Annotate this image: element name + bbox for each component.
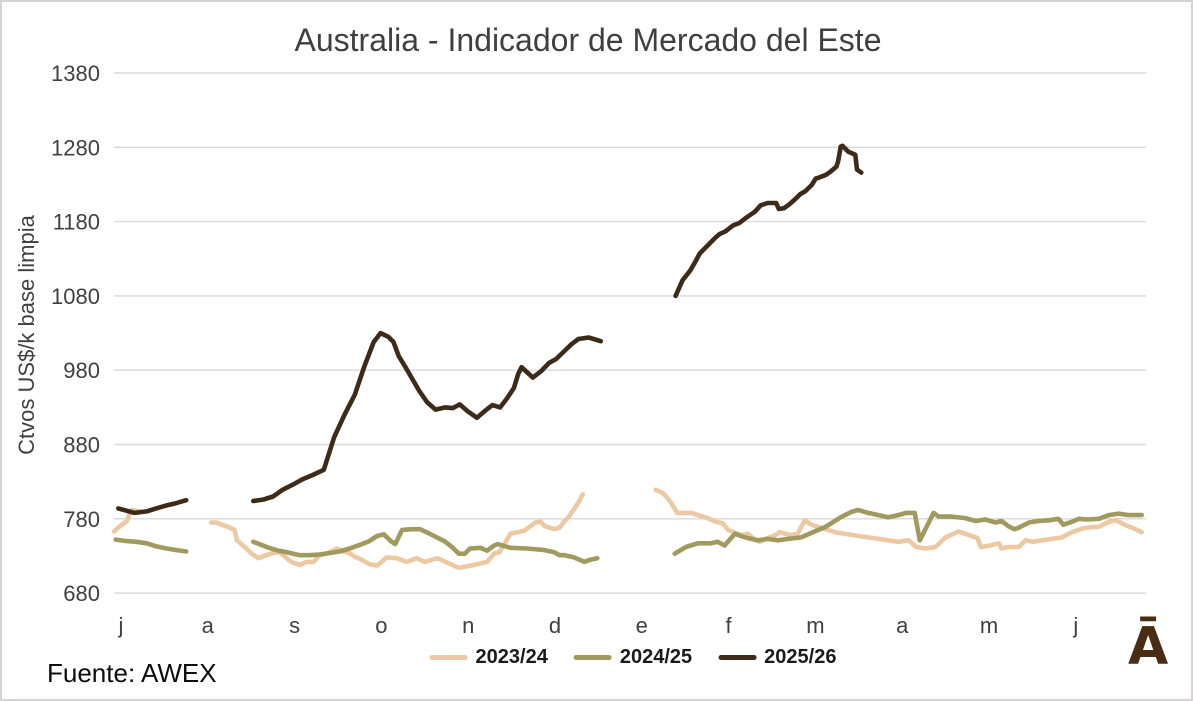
- x-tick-label-7-f: f: [726, 613, 733, 638]
- legend-swatch-2025-26-icon: [718, 655, 757, 660]
- y-tick-label-980: 980: [63, 358, 100, 383]
- legend-label-2024-25: 2024/25: [619, 646, 693, 668]
- x-tick-label-1-a: a: [202, 613, 215, 638]
- x-tick-label-6-e: e: [636, 613, 648, 638]
- y-tick-label-1380: 1380: [51, 61, 100, 86]
- brand-logo-a-macron-icon: Ā: [1128, 617, 1169, 677]
- source-note: Fuente: AWEX: [47, 658, 217, 688]
- x-tick-label-3-o: o: [375, 613, 387, 638]
- x-tick-label-5-d: d: [549, 613, 561, 638]
- x-tick-label-11-j: j: [1072, 613, 1078, 638]
- y-tick-label-780: 780: [63, 507, 100, 532]
- x-tick-label-8-m: m: [806, 613, 824, 638]
- series-line-2025-26-seg2: [673, 143, 864, 299]
- legend: 2023/24 2024/25 2025/26: [429, 646, 836, 669]
- series-line-2025-26-seg0: [116, 497, 189, 516]
- legend-swatch-2024-25-icon: [573, 655, 612, 660]
- legend-label-2023-24: 2023/24: [475, 646, 548, 668]
- legend-swatch-2023-24-icon: [429, 655, 468, 660]
- y-tick-label-880: 880: [63, 433, 100, 458]
- x-tick-label-2-s: s: [289, 613, 300, 638]
- y-tick-label-1080: 1080: [51, 284, 100, 309]
- y-axis-title: Ctvos US$/k base limpia: [14, 215, 39, 455]
- series-line-2024-25-seg0: [113, 537, 189, 554]
- chart-title: Australia - Indicador de Mercado del Est…: [294, 22, 882, 58]
- x-tick-label-4-n: n: [462, 613, 474, 638]
- legend-item-2024-25: 2024/25: [573, 646, 693, 669]
- x-tick-label-9-a: a: [896, 613, 909, 638]
- y-tick-label-1180: 1180: [53, 210, 100, 235]
- legend-label-2025-26: 2025/26: [764, 646, 837, 668]
- y-tick-label-1280: 1280: [51, 135, 100, 160]
- x-tick-label-10-m: m: [980, 613, 998, 638]
- series-line-2024-25-seg1: [251, 526, 600, 565]
- series-line-2023-24-seg1: [208, 491, 586, 571]
- legend-item-2023-24: 2023/24: [429, 646, 548, 669]
- series-line-2024-25-seg2: [672, 507, 1144, 557]
- series-line-2025-26-seg1: [251, 330, 604, 504]
- x-tick-label-0-j: j: [118, 613, 124, 638]
- legend-item-2025-26: 2025/26: [718, 646, 836, 669]
- y-tick-label-680: 680: [63, 581, 100, 606]
